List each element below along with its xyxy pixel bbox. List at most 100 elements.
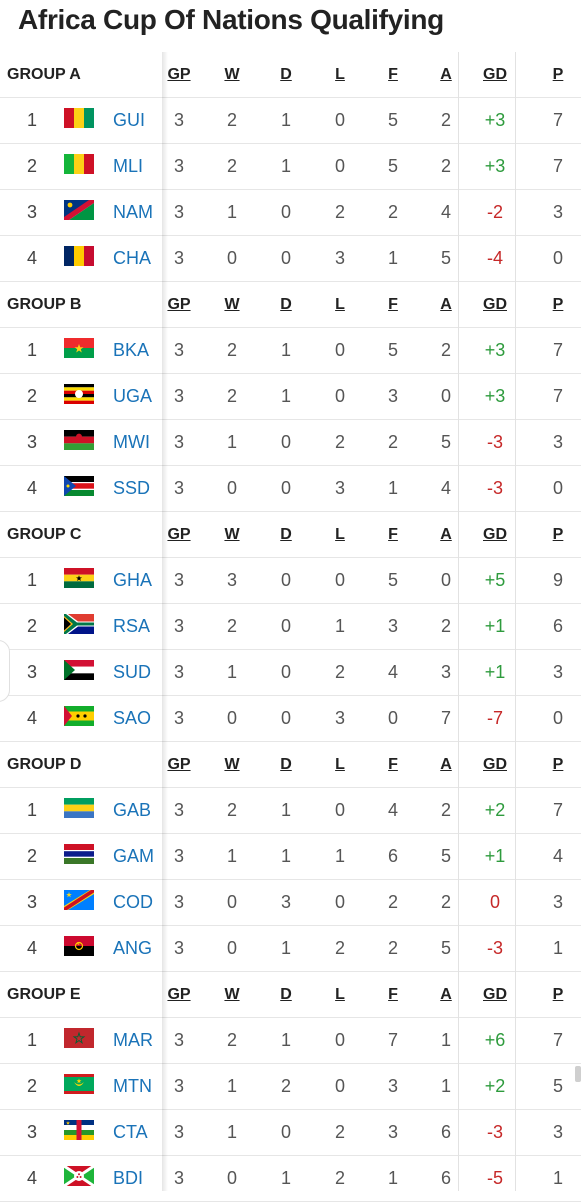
column-header-p[interactable]: P bbox=[552, 66, 564, 83]
sudan-flag-icon bbox=[64, 660, 94, 680]
column-header-w[interactable]: W bbox=[224, 986, 240, 1003]
stat-gd: -4 bbox=[486, 248, 503, 268]
namibia-flag-icon bbox=[64, 200, 94, 220]
column-header-p[interactable]: P bbox=[552, 986, 564, 1003]
column-header-w[interactable]: W bbox=[224, 526, 240, 543]
column-header-gd[interactable]: GD bbox=[483, 756, 507, 773]
column-header-l[interactable]: L bbox=[335, 296, 345, 313]
team-link[interactable]: BDI bbox=[113, 1168, 144, 1188]
table-row[interactable]: 2 RSA 3 2 0 1 3 2 +1 6 bbox=[0, 604, 581, 650]
column-header-d[interactable]: D bbox=[280, 986, 292, 1003]
column-header-d[interactable]: D bbox=[280, 296, 292, 313]
table-row[interactable]: 4 SSD 3 0 0 3 1 4 -3 0 bbox=[0, 466, 581, 512]
column-header-d[interactable]: D bbox=[280, 756, 292, 773]
team-link[interactable]: BKA bbox=[113, 340, 150, 360]
stat-d: 0 bbox=[280, 708, 291, 728]
stat-f: 6 bbox=[387, 846, 398, 866]
column-header-gp[interactable]: GP bbox=[167, 526, 191, 543]
column-header-gd[interactable]: GD bbox=[483, 296, 507, 313]
column-header-f[interactable]: F bbox=[388, 756, 398, 773]
column-header-d[interactable]: D bbox=[280, 526, 292, 543]
table-row[interactable]: 3 MWI 3 1 0 2 2 5 -3 3 bbox=[0, 420, 581, 466]
column-header-l[interactable]: L bbox=[335, 756, 345, 773]
stat-d: 3 bbox=[280, 892, 291, 912]
stat-d: 0 bbox=[280, 202, 291, 222]
stat-d: 1 bbox=[280, 1030, 291, 1050]
column-header-f[interactable]: F bbox=[388, 986, 398, 1003]
stat-gd: +3 bbox=[484, 110, 506, 130]
team-link[interactable]: MLI bbox=[113, 156, 144, 176]
team-link[interactable]: UGA bbox=[113, 386, 153, 406]
column-header-d[interactable]: D bbox=[280, 66, 292, 83]
team-link[interactable]: GAB bbox=[113, 800, 152, 820]
column-header-p[interactable]: P bbox=[552, 526, 564, 543]
team-link[interactable]: RSA bbox=[113, 616, 151, 636]
table-row[interactable]: 3 NAM 3 1 0 2 2 4 -2 3 bbox=[0, 190, 581, 236]
table-row[interactable]: 2 UGA 3 2 1 0 3 0 +3 7 bbox=[0, 374, 581, 420]
column-header-gd[interactable]: GD bbox=[483, 986, 507, 1003]
team-link[interactable]: MWI bbox=[113, 432, 150, 452]
table-row[interactable]: 2 MLI 3 2 1 0 5 2 +3 7 bbox=[0, 144, 581, 190]
table-row[interactable]: 1 GAB 3 2 1 0 4 2 +2 7 bbox=[0, 788, 581, 834]
table-row[interactable]: 2 GAM 3 1 1 1 6 5 +1 4 bbox=[0, 834, 581, 880]
table-row[interactable]: 3 COD 3 0 3 0 2 2 0 3 bbox=[0, 880, 581, 926]
scrollbar-thumb[interactable] bbox=[575, 1066, 581, 1082]
column-header-gd[interactable]: GD bbox=[483, 526, 507, 543]
column-header-l[interactable]: L bbox=[335, 66, 345, 83]
table-row[interactable]: 3 SUD 3 1 0 2 4 3 +1 3 bbox=[0, 650, 581, 696]
table-row[interactable]: 4 CHA 3 0 0 3 1 5 -4 0 bbox=[0, 236, 581, 282]
table-row[interactable]: 1 GUI 3 2 1 0 5 2 +3 7 bbox=[0, 98, 581, 144]
table-row[interactable]: 4 SAO 3 0 0 3 0 7 -7 0 bbox=[0, 696, 581, 742]
stat-gp: 3 bbox=[173, 478, 184, 498]
stat-w: 0 bbox=[226, 938, 237, 958]
table-row[interactable]: 3 CTA 3 1 0 2 3 6 -3 3 bbox=[0, 1110, 581, 1156]
stat-d: 1 bbox=[280, 800, 291, 820]
column-header-f[interactable]: F bbox=[388, 526, 398, 543]
column-header-w[interactable]: W bbox=[224, 296, 240, 313]
column-header-l[interactable]: L bbox=[335, 526, 345, 543]
column-header-a[interactable]: A bbox=[440, 296, 452, 313]
stat-l: 0 bbox=[334, 892, 345, 912]
stat-d: 1 bbox=[280, 156, 291, 176]
team-link[interactable]: GAM bbox=[113, 846, 155, 866]
team-link[interactable]: COD bbox=[113, 892, 153, 912]
column-header-gp[interactable]: GP bbox=[167, 986, 191, 1003]
team-link[interactable]: GUI bbox=[113, 110, 146, 130]
team-link[interactable]: SUD bbox=[113, 662, 152, 682]
column-header-gp[interactable]: GP bbox=[167, 296, 191, 313]
column-header-p[interactable]: P bbox=[552, 296, 564, 313]
team-link[interactable]: SSD bbox=[113, 478, 151, 498]
stat-f: 1 bbox=[387, 478, 398, 498]
column-header-a[interactable]: A bbox=[440, 66, 452, 83]
column-header-a[interactable]: A bbox=[440, 526, 452, 543]
stat-d: 1 bbox=[280, 938, 291, 958]
column-header-p[interactable]: P bbox=[552, 756, 564, 773]
column-header-a[interactable]: A bbox=[440, 756, 452, 773]
table-row[interactable]: 2 MTN 3 1 2 0 3 1 +2 5 bbox=[0, 1064, 581, 1110]
team-link[interactable]: MTN bbox=[113, 1076, 152, 1096]
column-header-gp[interactable]: GP bbox=[167, 66, 191, 83]
team-link[interactable]: ANG bbox=[113, 938, 153, 958]
table-row[interactable]: 1 BKA 3 2 1 0 5 2 +3 7 bbox=[0, 328, 581, 374]
column-header-a[interactable]: A bbox=[440, 986, 452, 1003]
stat-gd: +3 bbox=[484, 156, 506, 176]
column-header-f[interactable]: F bbox=[388, 296, 398, 313]
stat-l: 0 bbox=[334, 386, 345, 406]
table-row[interactable]: 1 MAR 3 2 1 0 7 1 +6 7 bbox=[0, 1018, 581, 1064]
team-link[interactable]: SAO bbox=[113, 708, 152, 728]
team-link[interactable]: MAR bbox=[113, 1030, 153, 1050]
table-row[interactable]: 4 BDI 3 0 1 2 1 6 -5 1 bbox=[0, 1156, 581, 1202]
column-header-gp[interactable]: GP bbox=[167, 756, 191, 773]
column-header-l[interactable]: L bbox=[335, 986, 345, 1003]
team-link[interactable]: CTA bbox=[113, 1122, 148, 1142]
side-handle[interactable] bbox=[0, 640, 10, 702]
table-row[interactable]: 4 ANG 3 0 1 2 2 5 -3 1 bbox=[0, 926, 581, 972]
column-header-w[interactable]: W bbox=[224, 756, 240, 773]
team-link[interactable]: GHA bbox=[113, 570, 153, 590]
team-link[interactable]: CHA bbox=[113, 248, 152, 268]
column-header-w[interactable]: W bbox=[224, 66, 240, 83]
team-link[interactable]: NAM bbox=[113, 202, 153, 222]
column-header-f[interactable]: F bbox=[388, 66, 398, 83]
column-header-gd[interactable]: GD bbox=[483, 66, 507, 83]
table-row[interactable]: 1 GHA 3 3 0 0 5 0 +5 9 bbox=[0, 558, 581, 604]
